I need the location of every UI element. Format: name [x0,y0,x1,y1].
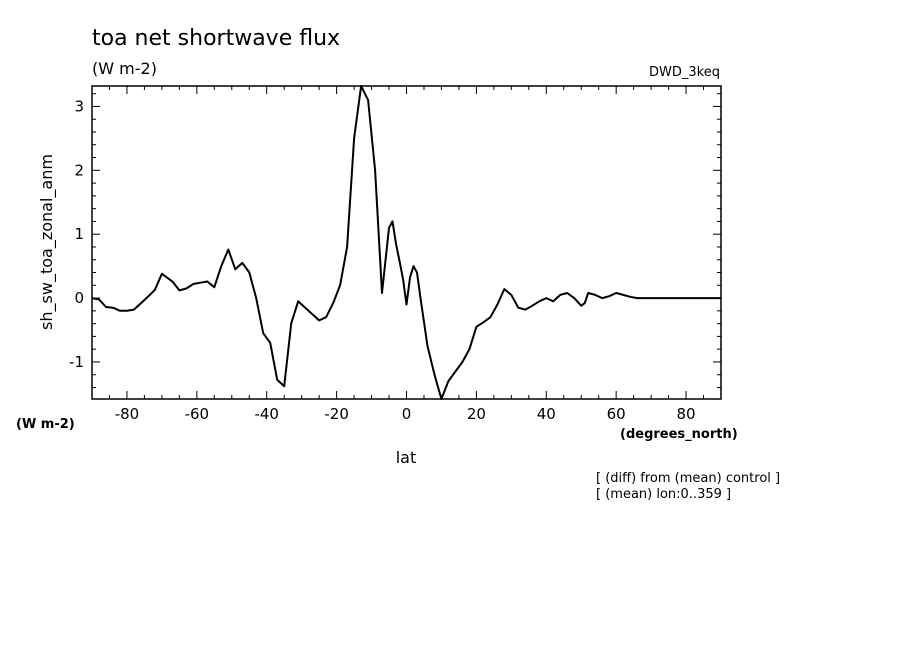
dataset-label: DWD_3keq [649,65,720,80]
x-tick-label: -40 [254,405,279,423]
axis-ticks [92,86,721,399]
y-tick-label: 2 [74,161,84,179]
annotation-diff: [ (diff) from (mean) control ] [596,471,780,486]
y-tick-label: 3 [74,97,84,115]
x-tick-label: 20 [467,405,486,423]
chart-units: (W m-2) [92,59,157,78]
y-tick-label: 1 [74,225,84,243]
annotation-mean: [ (mean) lon:0..359 ] [596,487,731,502]
series-layer [91,85,721,400]
plot-frame [91,85,722,400]
x-tick-label: -20 [324,405,349,423]
x-tick-label: 0 [402,405,412,423]
x-axis-label: lat [396,448,417,467]
y-axis-label: sh_sw_toa_zonal_anm [37,154,57,330]
y-tick-label: -1 [69,353,84,371]
y-axis-units: (W m-2) [16,417,75,432]
x-tick-label: 60 [607,405,626,423]
x-tick-label: -60 [185,405,210,423]
tick-labels: -80 -60 -40 -20 0 20 40 60 80 -1 0 1 2 3 [69,97,696,423]
x-tick-label: 40 [537,405,556,423]
chart-title: toa net shortwave flux [92,26,340,51]
series-line [91,85,721,400]
x-axis-units: (degrees_north) [620,427,738,442]
x-tick-label: -80 [115,405,140,423]
y-tick-label: 0 [74,289,84,307]
x-tick-label: 80 [677,405,696,423]
